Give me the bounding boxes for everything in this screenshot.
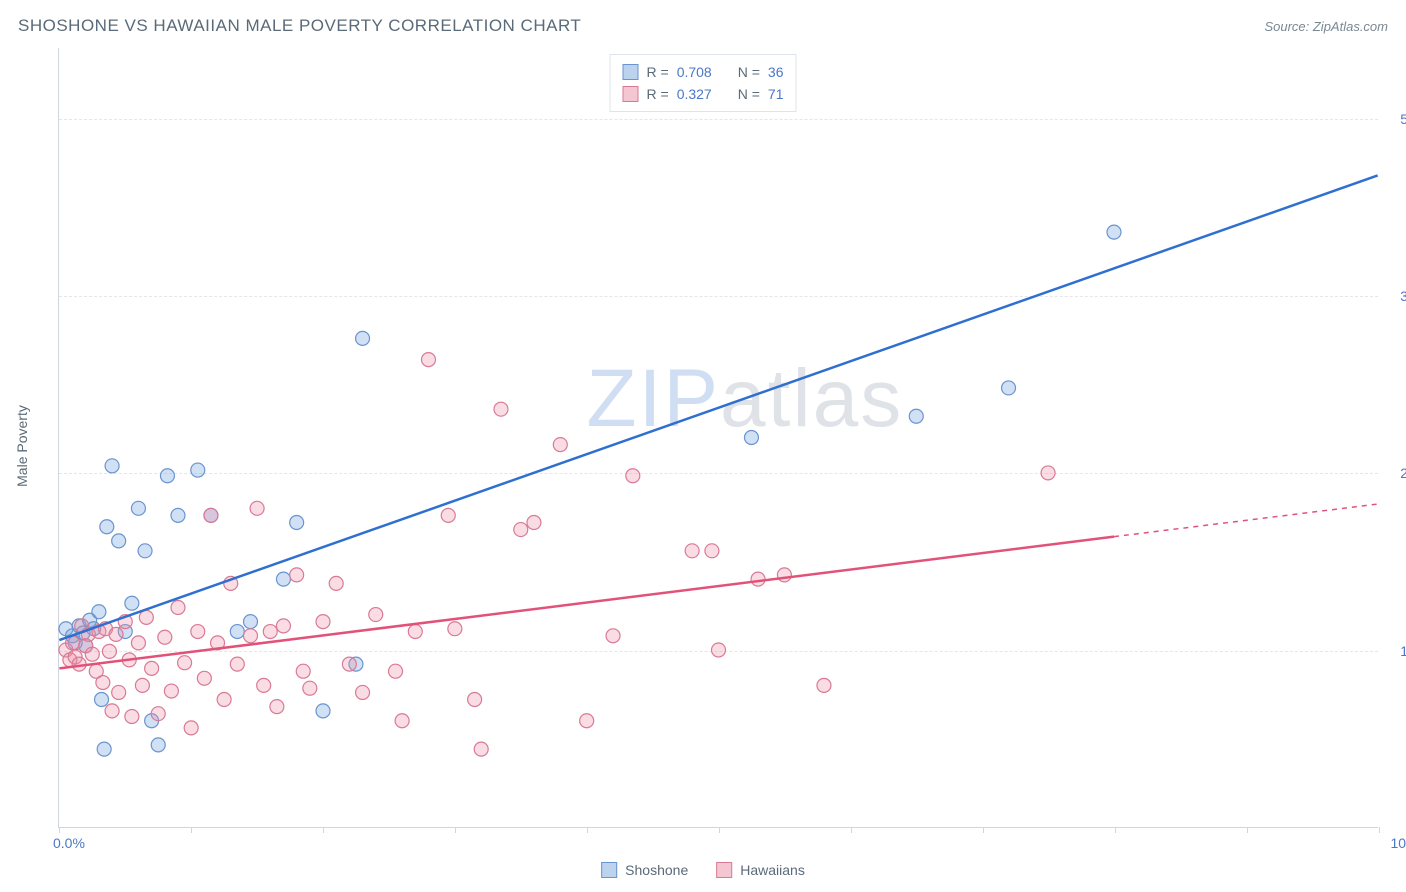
y-tick-label: 50.0% (1385, 111, 1406, 127)
source-label: Source: (1264, 19, 1312, 34)
r-value: 0.708 (677, 61, 712, 83)
y-tick-label: 12.5% (1385, 643, 1406, 659)
x-tick (719, 827, 720, 833)
scatter-plot-area: ZIPatlas 12.5%25.0%37.5%50.0%0.0%100.0% (58, 48, 1378, 828)
trendline-hawaiians (59, 537, 1114, 669)
legend-swatch (623, 86, 639, 102)
x-tick (983, 827, 984, 833)
x-tick (1115, 827, 1116, 833)
r-label: R = (647, 83, 669, 105)
x-tick (455, 827, 456, 833)
legend-label: Shoshone (625, 862, 688, 878)
legend-item-hawaiians: Hawaiians (716, 862, 805, 878)
x-tick (59, 827, 60, 833)
legend-swatch (601, 862, 617, 878)
n-value: 36 (768, 61, 784, 83)
correlation-legend: R = 0.708 N = 36 R = 0.327 N = 71 (610, 54, 797, 112)
legend-label: Hawaiians (740, 862, 805, 878)
legend-swatch (623, 64, 639, 80)
n-label: N = (738, 83, 760, 105)
n-label: N = (738, 61, 760, 83)
trendline-hawaiians-extrapolated (1114, 504, 1378, 537)
n-value: 71 (768, 83, 784, 105)
r-value: 0.327 (677, 83, 712, 105)
x-tick-label-right: 100.0% (1391, 835, 1406, 851)
x-tick-label-left: 0.0% (53, 835, 85, 851)
x-tick (191, 827, 192, 833)
y-tick-label: 37.5% (1385, 288, 1406, 304)
trendline-shoshone (59, 175, 1377, 640)
x-tick (1247, 827, 1248, 833)
x-tick (1379, 827, 1380, 833)
r-label: R = (647, 61, 669, 83)
y-axis-label: Male Poverty (14, 405, 30, 487)
trend-lines-layer (59, 48, 1378, 827)
x-tick (851, 827, 852, 833)
legend-item-shoshone: Shoshone (601, 862, 688, 878)
series-legend: Shoshone Hawaiians (601, 862, 805, 878)
legend-swatch (716, 862, 732, 878)
y-tick-label: 25.0% (1385, 465, 1406, 481)
legend-stats-row-hawaiians: R = 0.327 N = 71 (623, 83, 784, 105)
source-attribution: Source: ZipAtlas.com (1264, 19, 1388, 34)
source-value: ZipAtlas.com (1313, 19, 1388, 34)
header-bar: SHOSHONE VS HAWAIIAN MALE POVERTY CORREL… (18, 16, 1388, 36)
x-tick (587, 827, 588, 833)
legend-stats-row-shoshone: R = 0.708 N = 36 (623, 61, 784, 83)
chart-title: SHOSHONE VS HAWAIIAN MALE POVERTY CORREL… (18, 16, 581, 36)
x-tick (323, 827, 324, 833)
